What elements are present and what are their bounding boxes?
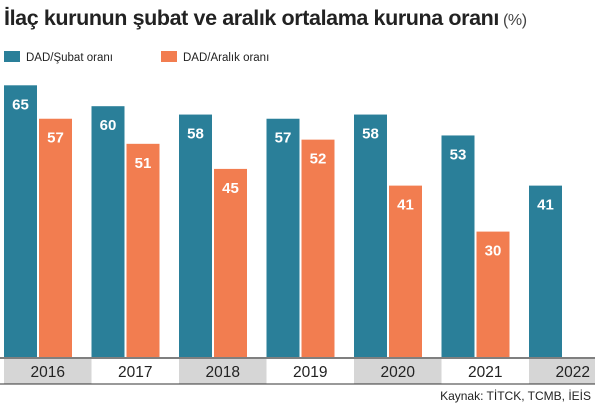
data-label-subat-2021: 53 (450, 146, 467, 163)
data-label-aralik-2016: 57 (47, 130, 64, 147)
bar-subat-2017 (91, 106, 125, 357)
category-strip-2019 (266, 359, 354, 384)
x-tick-label-2019: 2019 (293, 364, 327, 381)
data-label-aralik-2019: 52 (310, 151, 327, 168)
legend-label-subat: DAD/Şubat oranı (26, 52, 113, 64)
bar-subat-2018 (179, 114, 212, 357)
source-note: Kaynak: TİTCK, TCMB, İEİS (440, 389, 591, 403)
x-tick-label-2018: 2018 (206, 364, 240, 381)
bar-subat-2021 (441, 135, 475, 357)
chart-title-text: İlaç kurunun şubat ve aralık ortalama ku… (4, 6, 499, 30)
legend-label-aralik: DAD/Aralık oranı (183, 52, 270, 64)
bar-subat-2016 (4, 85, 37, 358)
bar-aralik-2018 (214, 168, 247, 357)
bar-subat-2022 (529, 185, 562, 357)
x-tick-label-2021: 2021 (468, 364, 502, 381)
category-strip-2017 (91, 359, 179, 384)
data-label-aralik-2021: 30 (485, 243, 502, 260)
data-label-aralik-2017: 51 (135, 155, 152, 172)
x-tick-label-2016: 2016 (31, 364, 65, 381)
category-strip-2022 (529, 359, 595, 384)
data-label-aralik-2018: 45 (222, 180, 239, 197)
category-strip-2018 (179, 359, 267, 384)
legend-item-subat: DAD/Şubat oranı (4, 51, 113, 64)
legend-swatch-subat (4, 51, 20, 62)
bar-aralik-2020 (389, 185, 422, 357)
legend-item-aralik: DAD/Aralık oranı (161, 51, 269, 64)
chart-title: İlaç kurunun şubat ve aralık ortalama ku… (4, 6, 527, 31)
data-label-subat-2022: 41 (537, 197, 554, 214)
x-tick-label-2017: 2017 (118, 364, 152, 381)
data-label-subat-2018: 58 (187, 126, 204, 143)
bar-subat-2019 (266, 118, 300, 358)
legend-swatch-aralik (161, 51, 177, 62)
data-label-aralik-2020: 41 (397, 197, 414, 214)
bar-aralik-2019 (301, 139, 335, 357)
data-label-subat-2019: 57 (275, 130, 292, 147)
bar-subat-2020 (354, 114, 387, 357)
bar-aralik-2017 (126, 143, 160, 357)
chart-title-unit: (%) (502, 12, 527, 29)
data-label-subat-2016: 65 (12, 96, 29, 113)
category-strip-2020 (354, 359, 442, 384)
category-strip-2016 (4, 359, 92, 384)
category-strip-2021 (441, 359, 529, 384)
bar-aralik-2021 (476, 231, 510, 357)
data-label-subat-2017: 60 (100, 117, 117, 134)
data-label-subat-2020: 58 (362, 126, 379, 143)
x-tick-label-2022: 2022 (556, 364, 590, 381)
x-tick-label-2020: 2020 (381, 364, 416, 381)
bar-aralik-2016 (39, 118, 72, 358)
